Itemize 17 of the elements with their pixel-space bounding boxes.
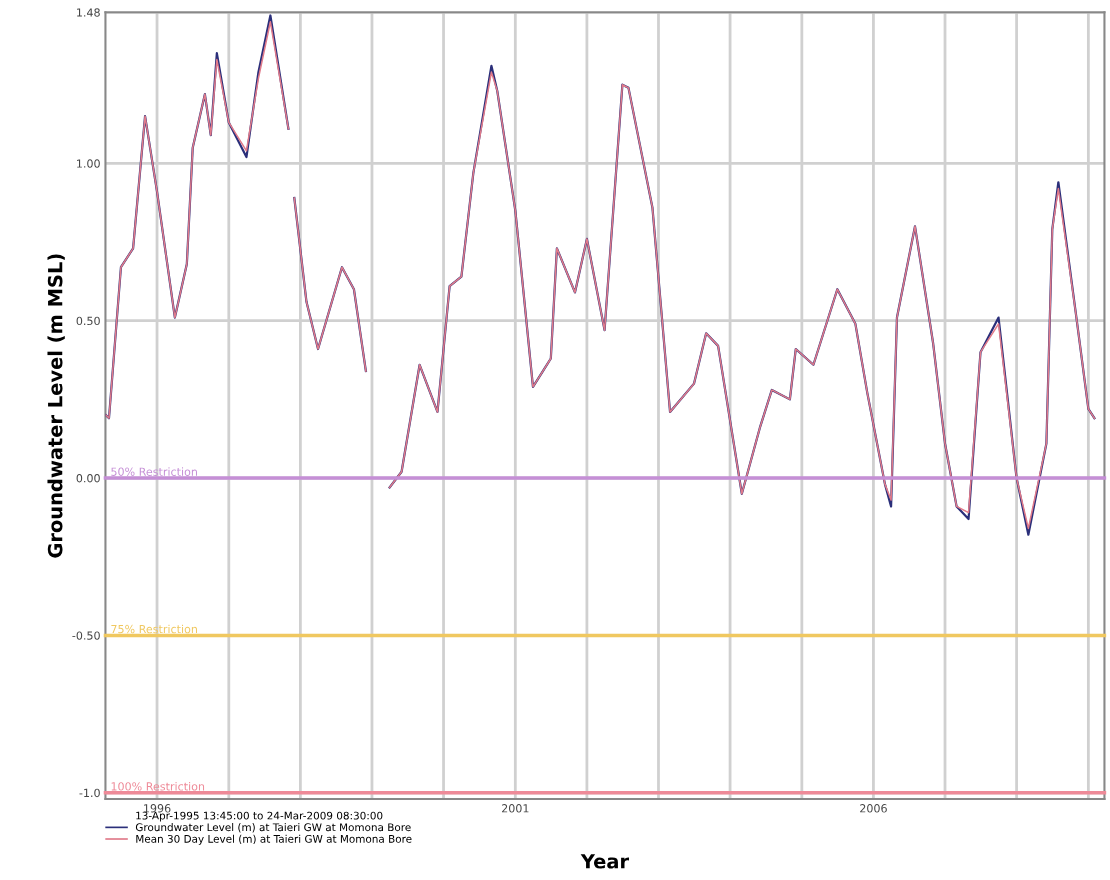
x-tick-label: 1996 bbox=[144, 804, 171, 813]
y-tick-label: -0.50 bbox=[72, 631, 100, 640]
y-tick-label: 1.00 bbox=[77, 159, 100, 168]
x-axis-title: Year bbox=[580, 854, 629, 869]
ref-line-label: 75% Restriction bbox=[111, 624, 197, 634]
legend-label: Groundwater Level (m) at Taieri GW at Momona Bore bbox=[135, 823, 411, 833]
y-tick-label: 1.48 bbox=[77, 8, 100, 17]
legend-label: Mean 30 Day Level (m) at Taieri GW at Momona Bore bbox=[136, 834, 412, 845]
y-tick-label: -1.0 bbox=[79, 788, 100, 798]
legend-title: 13-Apr-1995 13:45:00 to 24-Mar-2009 08:30:00 bbox=[136, 811, 383, 822]
ref-line-label: 50% Restriction bbox=[111, 467, 197, 476]
x-tick-label: 2006 bbox=[860, 804, 887, 813]
y-tick-label: 0.50 bbox=[76, 316, 100, 326]
x-tick-label: 2001 bbox=[502, 804, 529, 813]
ref-line-label: 100% Restriction bbox=[111, 781, 205, 791]
y-tick-label: 0.00 bbox=[76, 474, 100, 483]
y-axis-title: Groundwater Level (m MSL) bbox=[47, 254, 65, 558]
